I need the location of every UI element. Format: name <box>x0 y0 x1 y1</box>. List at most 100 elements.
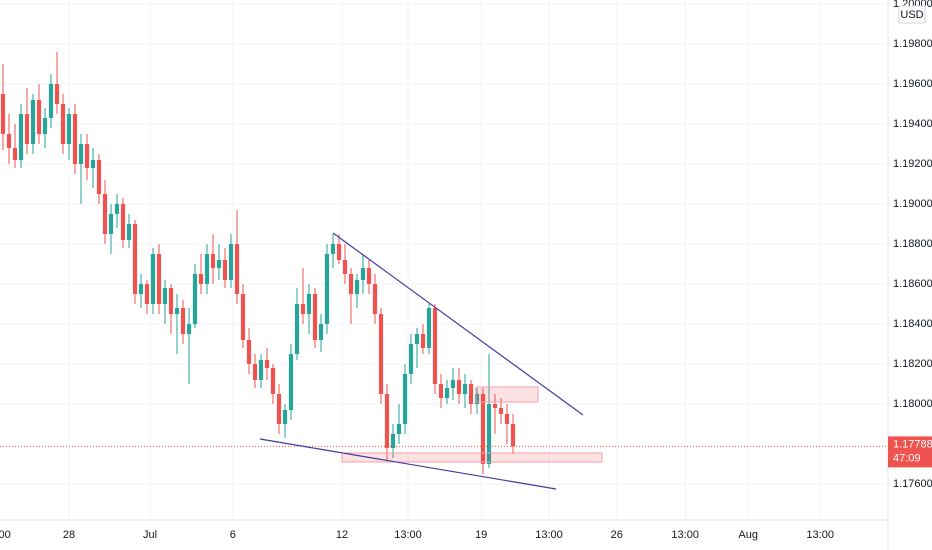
candle-body <box>78 144 84 164</box>
countdown: 47:09 <box>893 452 921 464</box>
x-tick-label: Aug <box>738 529 758 541</box>
zone <box>341 452 603 463</box>
candle-body <box>12 148 18 160</box>
candle-body <box>126 224 132 240</box>
x-tick-label: 19 <box>475 529 487 541</box>
candle-body <box>444 388 450 398</box>
x-tick-label: 13:00 <box>535 529 563 541</box>
candle-body <box>396 424 402 434</box>
candle-body <box>114 204 120 214</box>
candle-body <box>144 284 150 304</box>
candle-body <box>426 308 432 348</box>
candle-body <box>270 368 276 394</box>
candle-body <box>54 84 60 104</box>
candle-body <box>348 274 354 294</box>
grid <box>0 0 888 520</box>
candle-body <box>36 100 42 134</box>
candle-body <box>252 364 258 380</box>
drawings <box>259 232 603 490</box>
candle-body <box>168 288 174 314</box>
candle-body <box>72 114 78 164</box>
candle-body <box>228 244 234 280</box>
candle-body <box>354 280 360 294</box>
candle-body <box>468 384 474 404</box>
candle-body <box>108 214 114 234</box>
candle-body <box>66 114 72 144</box>
candle-body <box>24 114 30 144</box>
candle-body <box>294 304 300 354</box>
candle-body <box>276 394 282 424</box>
candle-body <box>408 344 414 374</box>
candle-body <box>462 384 468 394</box>
candle-body <box>498 408 504 414</box>
y-tick-label: 1.19800 <box>893 38 932 50</box>
y-tick-label: 1.18200 <box>893 358 932 370</box>
y-tick-label: 1.18800 <box>893 238 932 250</box>
candle-body <box>300 304 306 314</box>
trend-line <box>259 438 557 490</box>
candle-body <box>246 340 252 364</box>
candle-body <box>132 224 138 294</box>
candle-body <box>510 424 516 447</box>
candle-body <box>384 394 390 448</box>
price-tag <box>888 436 932 468</box>
candle-body <box>450 380 456 388</box>
candle-body <box>288 354 294 410</box>
trend-line <box>332 232 584 416</box>
candle-body <box>192 274 198 324</box>
candle-body <box>264 360 270 368</box>
price-tag-label: 1.17788 <box>893 438 932 450</box>
candle-body <box>402 374 408 424</box>
candle-body <box>102 194 108 234</box>
candle-body <box>138 284 144 294</box>
candle-body <box>258 360 264 380</box>
candle-body <box>492 404 498 408</box>
candle-body <box>282 410 288 424</box>
x-tick-label: 13:00 <box>0 529 11 541</box>
candle-body <box>312 294 318 340</box>
candle-body <box>30 100 36 144</box>
candle-body <box>186 324 192 334</box>
zone <box>475 386 539 403</box>
candle-body <box>162 288 168 304</box>
candle-body <box>84 144 90 168</box>
candle-body <box>240 294 246 340</box>
candle-body <box>318 324 324 340</box>
y-tick-label: 1.19200 <box>893 158 932 170</box>
candle-body <box>222 260 228 280</box>
candle-body <box>372 284 378 314</box>
candle-body <box>414 334 420 344</box>
y-tick-label: 1.18400 <box>893 318 932 330</box>
candle-body <box>210 254 216 268</box>
candle-body <box>306 294 312 314</box>
candle-body <box>156 254 162 304</box>
candle-body <box>456 380 462 394</box>
candle-body <box>324 254 330 324</box>
candle-body <box>42 118 48 134</box>
candle-body <box>474 394 480 404</box>
candle-body <box>60 104 66 144</box>
y-tick-label: 1.18600 <box>893 278 932 290</box>
x-tick-label: 28 <box>63 529 75 541</box>
candle-body <box>486 404 492 464</box>
candle-body <box>390 434 396 448</box>
candle-body <box>90 160 96 168</box>
candle-body <box>378 314 384 394</box>
candle-body <box>438 384 444 398</box>
y-tick-label: 1.18000 <box>893 398 932 410</box>
x-tick-label: 6 <box>230 529 236 541</box>
y-tick-label: 1.19600 <box>893 78 932 90</box>
y-tick-label: 1.17600 <box>893 478 932 490</box>
candle-body <box>234 244 240 294</box>
candle-body <box>6 134 12 148</box>
candle-body <box>0 94 6 134</box>
candle-body <box>504 414 510 424</box>
x-tick-label: 12 <box>336 529 348 541</box>
candle-body <box>18 114 24 160</box>
y-tick-label: 1.20000 <box>893 0 932 10</box>
x-tick-label: Jul <box>143 529 157 541</box>
y-tick-label: 1.19400 <box>893 118 932 130</box>
